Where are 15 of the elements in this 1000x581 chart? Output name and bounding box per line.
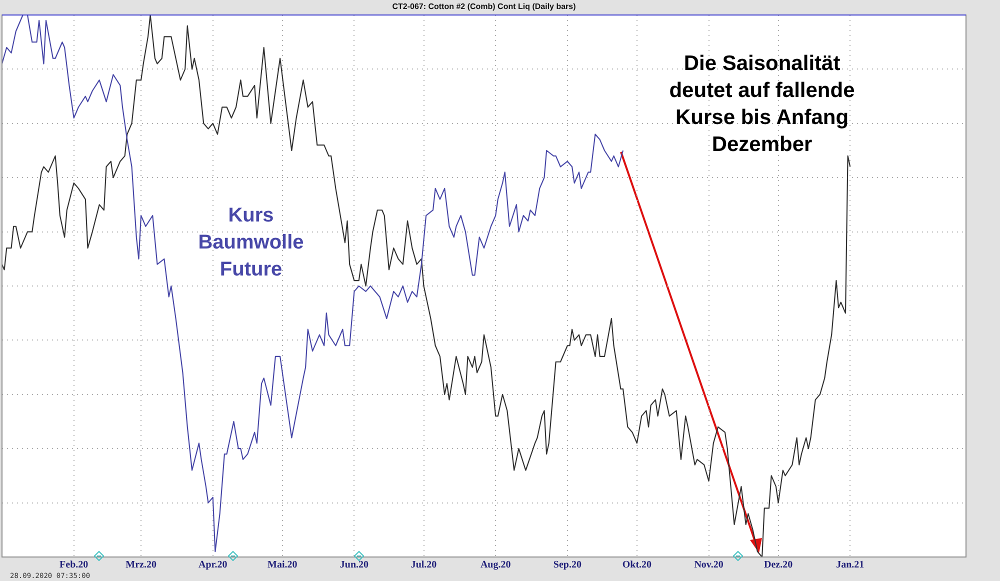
annotation: Die Saisonalität deutet auf fallende Kurse bis Anfang Dezember <box>669 52 855 156</box>
x-tick-label: Aug.20 <box>480 560 511 571</box>
x-tick-label: Okt.20 <box>622 560 652 571</box>
x-tick-label: Apr.20 <box>198 560 228 571</box>
x-tick-label: Sep.20 <box>553 560 582 571</box>
x-tick-label: Nov.20 <box>694 560 724 571</box>
x-tick-label: Jul.20 <box>410 560 437 571</box>
x-tick-label: Feb.20 <box>60 560 88 571</box>
x-tick-label: Mrz.20 <box>126 560 156 571</box>
series-label: Kurs Baumwolle Future <box>198 204 304 281</box>
x-tick-label: Dez.20 <box>764 560 793 571</box>
x-tick-label: Jun.20 <box>340 560 369 571</box>
chart-title: CT2-067: Cotton #2 (Comb) Cont Liq (Daily bars) <box>392 2 576 12</box>
x-tick-label: Mai.20 <box>268 560 298 571</box>
x-tick-label: Jan.21 <box>836 560 864 571</box>
